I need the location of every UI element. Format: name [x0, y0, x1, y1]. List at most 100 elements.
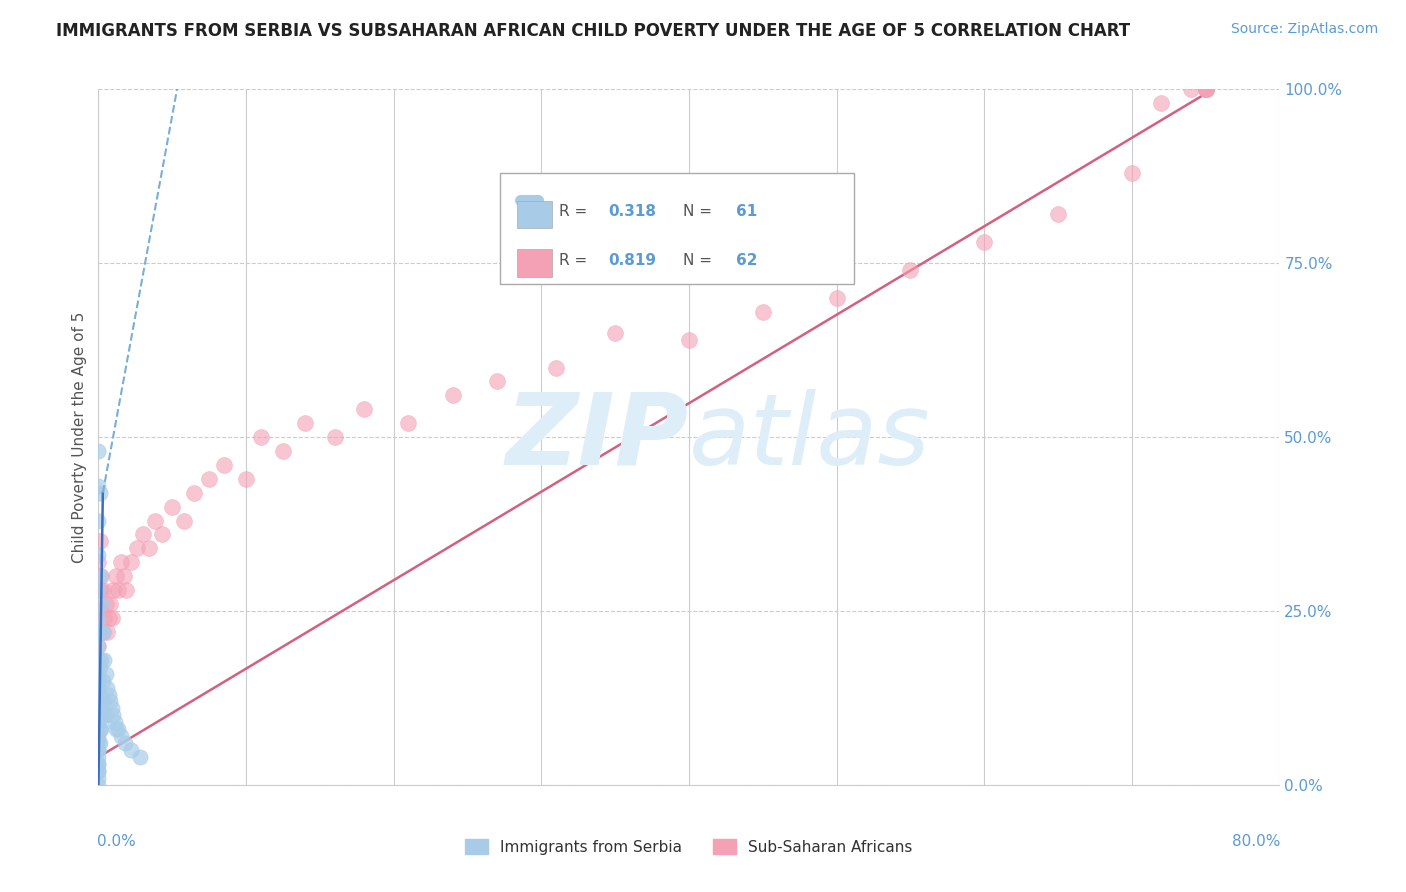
Point — [114, 736, 136, 750]
Point — [107, 583, 129, 598]
Point — [89, 723, 111, 737]
Point — [97, 688, 120, 702]
Point — [87, 764, 110, 778]
Point — [94, 666, 117, 681]
Point — [1195, 82, 1218, 96]
Point — [96, 624, 118, 639]
Point — [89, 659, 111, 673]
Point — [125, 541, 148, 556]
Point — [98, 597, 121, 611]
Text: 62: 62 — [737, 252, 758, 268]
Point — [90, 653, 112, 667]
Bar — [516, 201, 553, 228]
Point — [1195, 82, 1218, 96]
Point — [89, 583, 111, 598]
Point — [87, 736, 110, 750]
Point — [271, 444, 294, 458]
Point — [87, 555, 110, 569]
Point — [90, 597, 112, 611]
Text: 80.0%: 80.0% — [1232, 834, 1281, 848]
Point — [90, 694, 112, 708]
Point — [89, 485, 111, 500]
Bar — [516, 249, 553, 277]
Point — [87, 750, 110, 764]
Point — [110, 555, 132, 569]
Point — [1195, 82, 1218, 96]
Point — [87, 708, 110, 723]
Point — [105, 723, 128, 737]
Point — [115, 583, 138, 598]
Point — [91, 708, 114, 723]
Point — [150, 527, 173, 541]
Point — [605, 326, 627, 340]
Point — [752, 305, 775, 319]
Point — [486, 375, 509, 389]
Point — [1121, 166, 1143, 180]
Point — [98, 694, 121, 708]
Point — [87, 583, 110, 598]
Point — [105, 569, 128, 583]
Point — [87, 673, 110, 688]
Point — [112, 569, 135, 583]
Point — [1195, 82, 1218, 96]
Point — [87, 666, 110, 681]
Text: N =: N = — [683, 204, 717, 219]
Point — [87, 694, 110, 708]
Point — [183, 485, 205, 500]
Point — [1046, 207, 1070, 221]
Point — [87, 549, 110, 563]
Point — [294, 416, 316, 430]
Point — [110, 729, 132, 743]
Point — [138, 541, 160, 556]
Point — [87, 688, 110, 702]
Point — [87, 729, 110, 743]
Point — [120, 743, 142, 757]
Point — [89, 624, 111, 639]
Point — [162, 500, 183, 514]
Point — [89, 624, 111, 639]
Point — [93, 611, 115, 625]
Point — [87, 514, 110, 528]
Text: 0.0%: 0.0% — [97, 834, 136, 848]
Point — [973, 235, 995, 250]
Point — [87, 653, 110, 667]
Text: atlas: atlas — [689, 389, 931, 485]
Point — [90, 569, 112, 583]
Point — [103, 708, 125, 723]
Point — [825, 291, 848, 305]
Point — [900, 263, 922, 277]
Point — [93, 653, 115, 667]
FancyBboxPatch shape — [501, 173, 855, 284]
Point — [120, 555, 142, 569]
Point — [143, 514, 166, 528]
Point — [1195, 82, 1218, 96]
Text: 0.819: 0.819 — [609, 252, 657, 268]
Point — [97, 611, 120, 625]
Point — [87, 583, 110, 598]
Point — [107, 723, 129, 737]
Point — [87, 639, 110, 653]
Text: R =: R = — [560, 204, 592, 219]
Text: R =: R = — [560, 252, 592, 268]
Point — [87, 479, 110, 493]
Point — [678, 333, 700, 347]
Point — [100, 611, 122, 625]
Text: ZIP: ZIP — [506, 389, 689, 485]
Point — [235, 472, 257, 486]
Point — [250, 430, 273, 444]
Point — [1180, 82, 1202, 96]
Point — [90, 723, 112, 737]
Point — [89, 688, 111, 702]
Point — [1195, 82, 1218, 96]
Point — [87, 778, 110, 792]
Point — [104, 715, 127, 730]
Point — [89, 534, 111, 549]
Point — [89, 736, 111, 750]
Text: IMMIGRANTS FROM SERBIA VS SUBSAHARAN AFRICAN CHILD POVERTY UNDER THE AGE OF 5 CO: IMMIGRANTS FROM SERBIA VS SUBSAHARAN AFR… — [56, 22, 1130, 40]
Point — [94, 597, 117, 611]
Point — [87, 757, 110, 772]
Point — [91, 624, 114, 639]
Text: Source: ZipAtlas.com: Source: ZipAtlas.com — [1230, 22, 1378, 37]
Text: 61: 61 — [737, 204, 758, 219]
Point — [546, 360, 568, 375]
